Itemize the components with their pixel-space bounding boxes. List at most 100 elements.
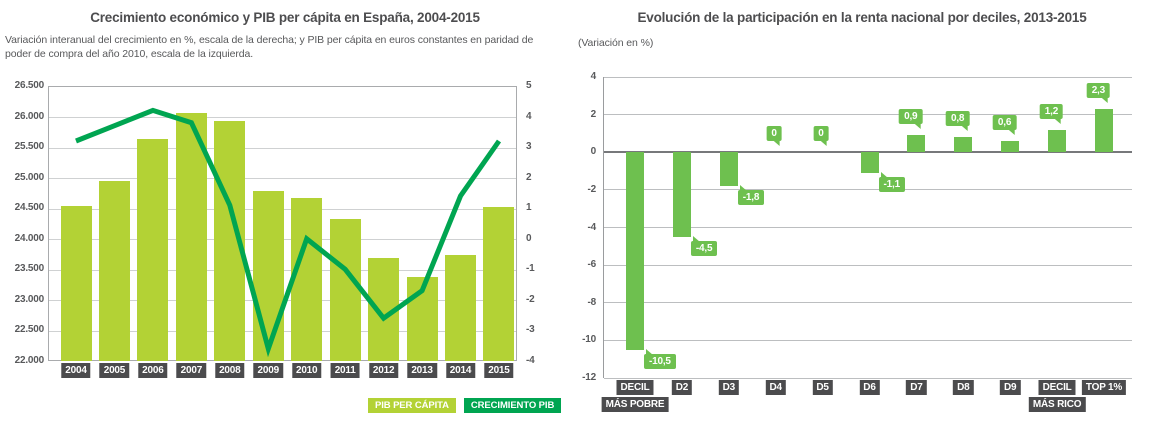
grid-line — [604, 189, 1132, 191]
decile-label: D4 — [765, 380, 786, 395]
y-axis-tick-label: 4 — [590, 71, 597, 82]
year-label: 2007 — [176, 363, 207, 378]
right-axis-tick-label: -4 — [526, 355, 535, 366]
decile-label-line2: MÁS RICO — [1028, 397, 1086, 412]
pib-per-capita-bar — [98, 180, 130, 361]
value-tag-tail — [646, 348, 653, 355]
year-label: 2009 — [253, 363, 283, 378]
right-axis-tick-label: -3 — [526, 324, 535, 336]
grid-line — [604, 264, 1132, 266]
left-chart-subtitle: Variación interanual del crecimiento en … — [5, 34, 534, 61]
y-axis-tick-label: -8 — [587, 296, 597, 308]
value-tag: 1,2 — [1039, 103, 1064, 124]
pib-per-capita-bar — [252, 190, 284, 361]
value-tag-tail — [1007, 128, 1015, 135]
decile-label: D7 — [906, 380, 927, 395]
value-tag: 0,8 — [945, 111, 970, 132]
decile-label: DECIL — [1038, 380, 1076, 395]
right-axis-tick-label: 3 — [526, 141, 532, 153]
value-tag-tail — [819, 140, 827, 147]
decile-label: D3 — [718, 380, 739, 395]
right-axis-tick-label: 1 — [526, 202, 532, 214]
decile-bar — [907, 135, 926, 153]
value-tag: 0 — [766, 126, 782, 147]
value-tag-tail — [739, 185, 747, 192]
grid-line — [604, 377, 1132, 379]
decile-label: TOP 1% — [1081, 380, 1127, 395]
year-label: 2004 — [61, 363, 91, 378]
decile-label: D5 — [812, 380, 833, 395]
y-axis-tick-label: 0 — [590, 146, 597, 158]
pib-per-capita-bar — [329, 218, 361, 361]
pib-per-capita-bar — [406, 277, 438, 361]
grid-line — [604, 114, 1132, 116]
decile-bar — [860, 152, 879, 173]
grid-line — [49, 147, 516, 149]
decile-bar — [1095, 108, 1113, 153]
pib-per-capita-bar — [483, 207, 515, 361]
year-label: 2012 — [368, 363, 399, 378]
grid-line — [604, 227, 1132, 228]
right-axis-tick-label: 5 — [526, 80, 532, 91]
pib-per-capita-bar — [214, 120, 246, 361]
y-axis-tick-label: 2 — [590, 108, 597, 120]
value-tag: -1,8 — [737, 185, 765, 206]
year-label: 2010 — [291, 363, 322, 378]
right-chart-subtitle: (Variación en %) — [578, 37, 654, 49]
value-tag: 0,9 — [899, 109, 923, 130]
pib-per-capita-bar — [445, 254, 476, 361]
value-tag: -4,5 — [690, 235, 718, 256]
right-axis-tick-label: 4 — [526, 110, 532, 122]
pib-per-capita-bar — [175, 112, 207, 361]
y-axis-tick-label: -6 — [587, 259, 597, 271]
decile-label-line2: MÁS POBRE — [601, 397, 669, 412]
value-tag-tail — [1101, 96, 1108, 103]
grid-line — [604, 76, 1132, 78]
left-axis-tick-label: 23.000 — [14, 293, 45, 305]
left-axis-tick-label: 25.500 — [14, 141, 45, 153]
left-axis-tick-label: 26.000 — [14, 110, 45, 122]
year-label: 2014 — [445, 363, 476, 378]
year-label: 2013 — [407, 363, 437, 378]
year-label: 2008 — [215, 363, 245, 378]
right-axis-tick-label: -1 — [526, 263, 535, 275]
grid-line — [49, 117, 516, 119]
grid-line — [604, 339, 1132, 341]
value-tag: 0,6 — [992, 114, 1017, 135]
y-axis-tick-label: -4 — [587, 221, 597, 233]
y-axis-tick-label: -2 — [587, 183, 597, 195]
legend-item-pib-per-capita: PIB PER CÁPITA — [368, 398, 456, 413]
pib-per-capita-bar — [368, 258, 400, 361]
value-tag-tail — [880, 171, 888, 178]
decile-bar — [626, 152, 644, 350]
right-axis-tick-label: 0 — [526, 232, 532, 244]
decile-label: D6 — [859, 380, 880, 395]
pib-per-capita-bar — [60, 206, 92, 361]
value-tag-tail — [913, 123, 921, 130]
left-axis-tick-label: 24.500 — [14, 202, 45, 214]
left-axis-tick-label: 25.000 — [14, 171, 45, 183]
left-axis-tick-label: 24.000 — [14, 232, 45, 244]
decile-label: D9 — [999, 380, 1021, 395]
value-tag: -1,1 — [878, 171, 905, 192]
grid-line — [604, 302, 1132, 304]
decile-label: D2 — [671, 380, 693, 395]
left-axis-tick-label: 22.000 — [14, 355, 45, 366]
decile-bar — [719, 152, 738, 187]
left-axis-tick-label: 23.500 — [14, 263, 45, 275]
pib-per-capita-bar — [137, 139, 169, 361]
y-axis-tick-label: -12 — [582, 372, 596, 383]
right-axis-tick-label: 2 — [526, 171, 532, 183]
value-tag: -10,5 — [644, 348, 676, 369]
year-label: 2005 — [99, 363, 130, 378]
left-chart-title: Crecimiento económico y PIB per cápita e… — [90, 10, 480, 25]
year-label: 2011 — [330, 363, 360, 378]
year-label: 2015 — [484, 363, 514, 378]
value-tag-tail — [1054, 117, 1062, 124]
left-axis-tick-label: 26.500 — [14, 80, 45, 91]
decile-bar — [1048, 129, 1067, 153]
decile-bar — [1001, 140, 1020, 153]
right-chart-title: Evolución de la participación en la rent… — [637, 10, 1087, 25]
left-chart-legend: PIB PER CÁPITA CRECIMIENTO PIB — [368, 398, 562, 413]
value-tag-tail — [960, 125, 968, 132]
